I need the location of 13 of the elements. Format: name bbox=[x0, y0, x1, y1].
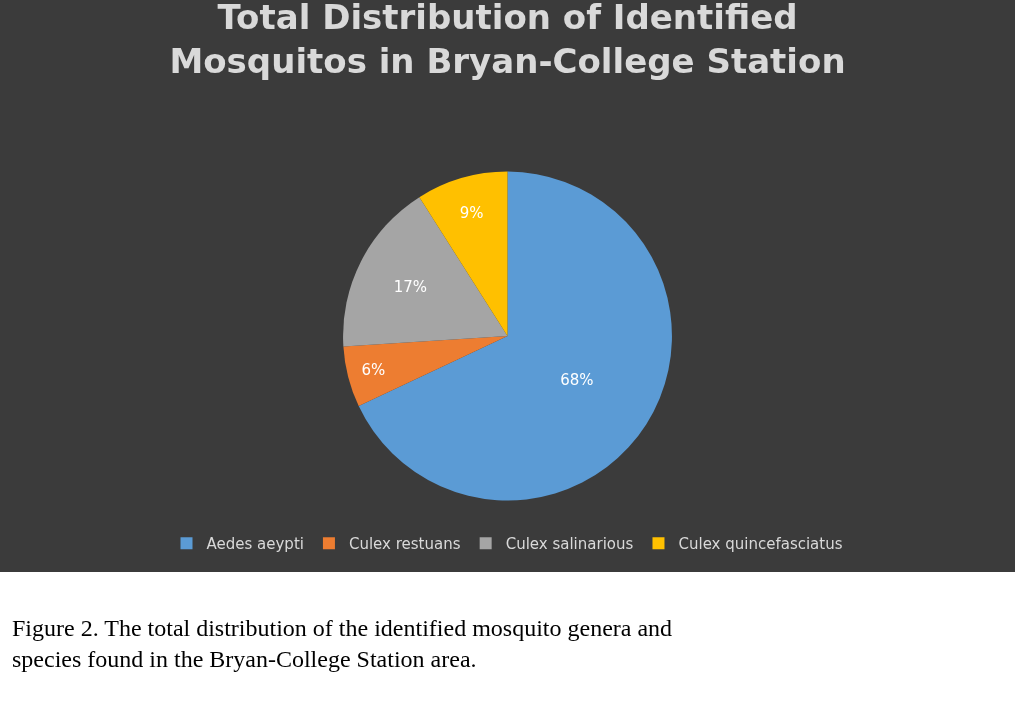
legend-label: Culex salinarious bbox=[505, 535, 634, 553]
pie-slice bbox=[358, 171, 672, 501]
chart-title: Total Distribution of Identified Mosquitos in Bryan-College Station bbox=[169, 0, 846, 81]
caption: Figure 2. The total distribution of the identified mosquito genera and species found in the Bryan-College Station area. bbox=[12, 615, 673, 673]
data-label: 9% bbox=[459, 203, 484, 222]
data-label: 68% bbox=[560, 371, 594, 390]
legend-label: Culex quincefasciatus bbox=[678, 535, 843, 553]
pie-slice bbox=[343, 336, 508, 407]
legend-label: Culex restuans bbox=[348, 535, 461, 553]
data-label: 6% bbox=[361, 361, 386, 380]
pie-slice bbox=[343, 197, 508, 347]
data-label: 17% bbox=[393, 277, 428, 296]
legend-label: Aedes aeypti bbox=[206, 535, 304, 553]
